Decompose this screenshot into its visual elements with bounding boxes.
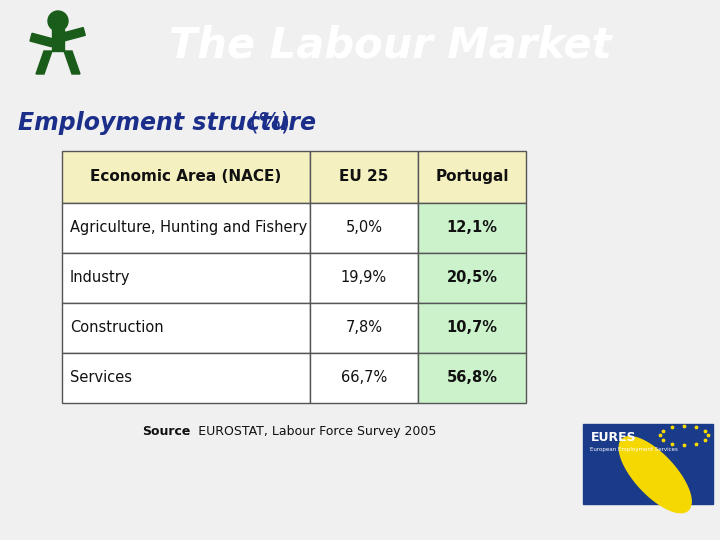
Text: Economic Area (NACE): Economic Area (NACE)	[91, 170, 282, 185]
Text: Portugal: Portugal	[436, 170, 509, 185]
Bar	[52, 29, 64, 51]
Bar	[583, 423, 713, 504]
Bar	[418, 203, 526, 253]
Bar	[62, 353, 310, 403]
Text: 20,5%: 20,5%	[446, 271, 498, 286]
Bar	[62, 203, 310, 253]
Text: Industry: Industry	[70, 271, 130, 286]
Bar	[62, 28, 85, 41]
Bar	[310, 203, 418, 253]
Text: :  EUROSTAT, Labour Force Survey 2005: : EUROSTAT, Labour Force Survey 2005	[186, 425, 436, 438]
Text: European Employment Services: European Employment Services	[590, 447, 678, 453]
Polygon shape	[619, 437, 691, 512]
Polygon shape	[64, 51, 80, 74]
Bar	[310, 353, 418, 403]
Text: 19,9%: 19,9%	[341, 271, 387, 286]
Text: 66,7%: 66,7%	[341, 370, 387, 386]
Polygon shape	[36, 51, 52, 74]
Text: The Labour Market: The Labour Market	[168, 24, 611, 66]
Bar	[62, 151, 310, 203]
Bar	[418, 303, 526, 353]
Text: 56,8%: 56,8%	[446, 370, 498, 386]
Text: EURES: EURES	[590, 431, 636, 444]
Circle shape	[48, 11, 68, 31]
Text: 7,8%: 7,8%	[346, 321, 382, 335]
Text: Agriculture, Hunting and Fishery: Agriculture, Hunting and Fishery	[70, 220, 307, 235]
Bar	[310, 253, 418, 303]
Bar	[62, 253, 310, 303]
Text: EU 25: EU 25	[339, 170, 389, 185]
Text: 10,7%: 10,7%	[446, 321, 498, 335]
Text: 5,0%: 5,0%	[346, 220, 382, 235]
Bar	[310, 151, 418, 203]
Bar	[30, 33, 53, 46]
Text: Services: Services	[70, 370, 132, 386]
Text: Source: Source	[142, 425, 190, 438]
Bar	[418, 151, 526, 203]
Bar	[310, 303, 418, 353]
Text: 12,1%: 12,1%	[446, 220, 498, 235]
Bar	[62, 303, 310, 353]
Bar	[418, 353, 526, 403]
Text: Construction: Construction	[70, 321, 163, 335]
Text: Employment structure: Employment structure	[18, 111, 316, 135]
Bar	[418, 253, 526, 303]
Text: (%): (%)	[242, 111, 290, 135]
